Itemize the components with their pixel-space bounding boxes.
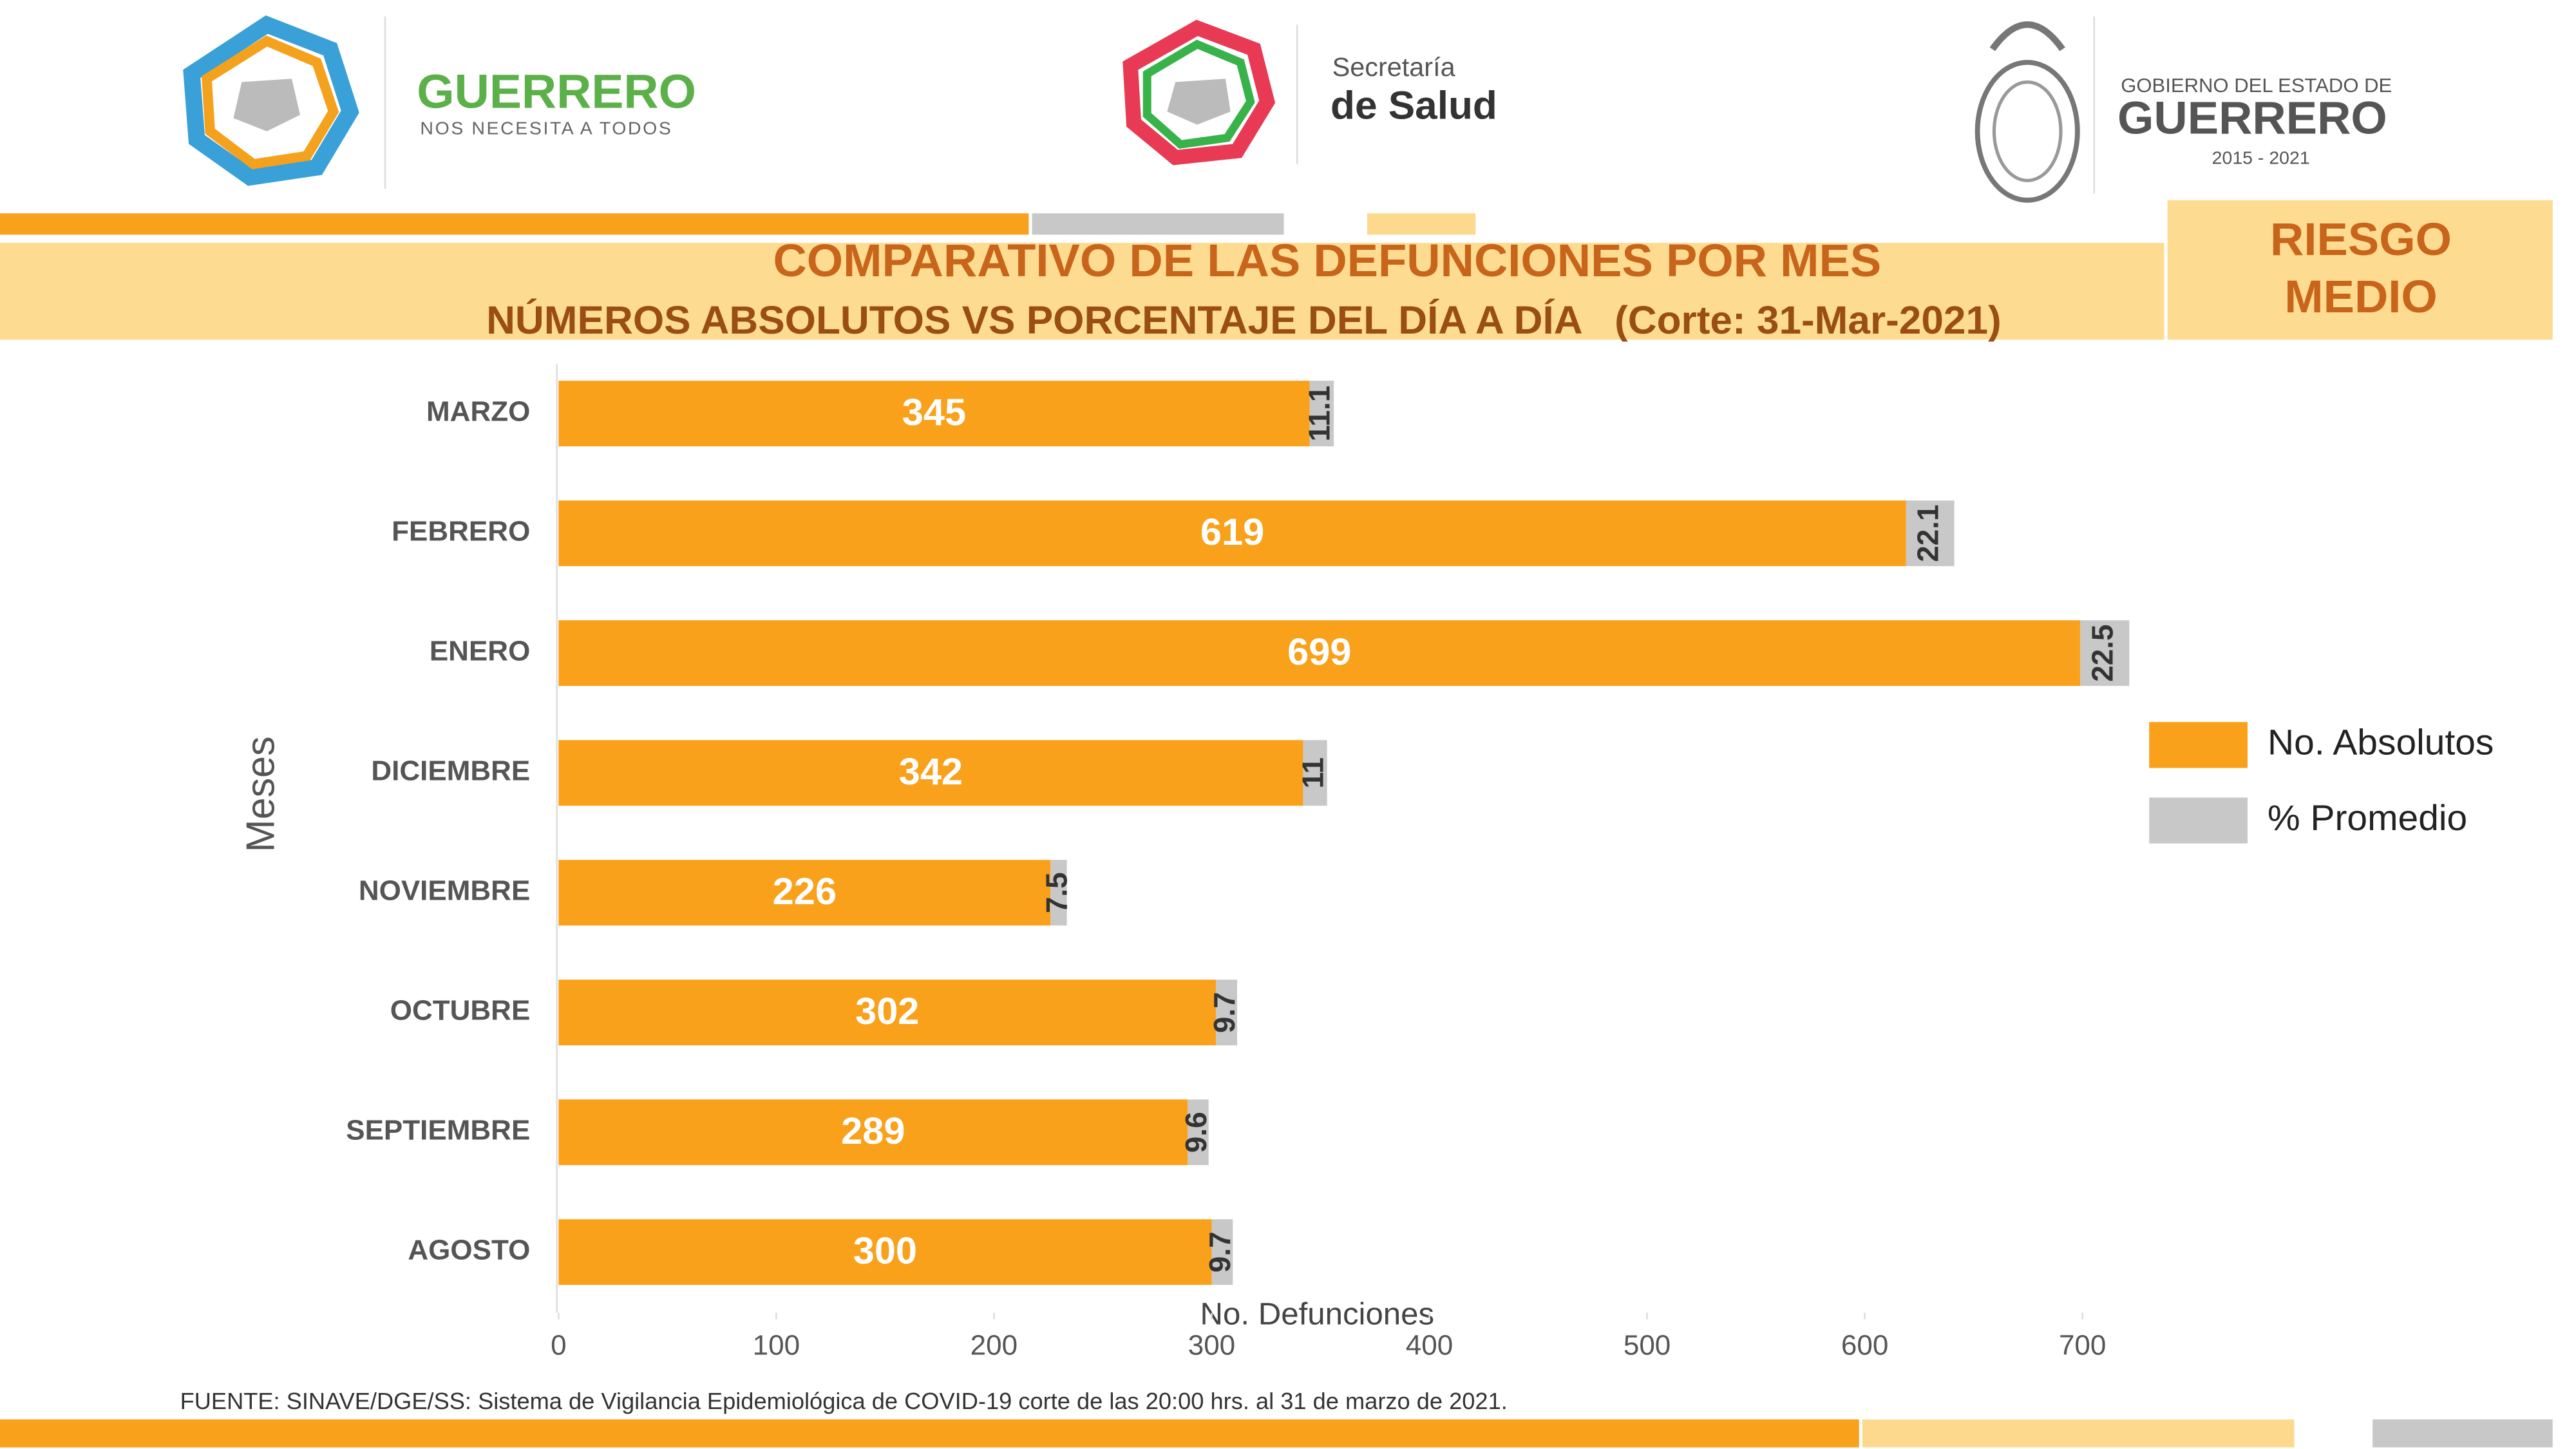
logo-title: GUERRERO	[417, 65, 696, 118]
x-tick-label: 500	[1624, 1330, 1671, 1361]
x-tick-label: 0	[551, 1330, 566, 1361]
y-tick-label: DICIEMBRE	[371, 755, 530, 787]
bar-segment	[1303, 740, 1327, 806]
bar-segment	[1188, 1099, 1209, 1166]
x-tick-label: 100	[753, 1330, 800, 1361]
data-label: 11.1	[1302, 386, 1336, 442]
data-label: 22.1	[1911, 505, 1944, 562]
chart-title: COMPARATIVO DE LAS DEFUNCIONES POR MES	[773, 236, 1881, 287]
stripe	[1367, 213, 1476, 235]
bar-segment	[1211, 1219, 1233, 1285]
data-label: 699	[1287, 631, 1351, 673]
logo-line: GOBIERNO DEL ESTADO DE	[2121, 74, 2392, 97]
logo-right: GOBIERNO DEL ESTADO DE GUERRERO 2015 - 2…	[1975, 16, 2392, 203]
data-label: 300	[853, 1230, 917, 1272]
stripe	[1032, 213, 1284, 235]
bar-segment	[558, 740, 1303, 806]
chart-subtitle: NÚMEROS ABSOLUTOS VS PORCENTAJE DEL DÍA …	[486, 299, 2002, 343]
data-label: 11	[1296, 757, 1329, 788]
data-label: 345	[902, 392, 966, 433]
bar-segment	[558, 500, 1906, 567]
logo-left: GUERRERO NOS NECESITA A TODOS	[183, 15, 696, 189]
badge-text: MEDIO	[2284, 272, 2438, 323]
bar-segment	[558, 1099, 1188, 1166]
data-label: 342	[899, 751, 963, 793]
y-axis-label: Meses	[238, 736, 283, 852]
legend-swatch	[2149, 797, 2248, 844]
data-label: 9.7	[1208, 992, 1241, 1033]
x-tick-label: 300	[1188, 1330, 1235, 1361]
bar-segment	[1309, 381, 1334, 447]
x-tick-label: 700	[2059, 1330, 2106, 1361]
bar-segment	[1216, 980, 1238, 1046]
data-label: 289	[841, 1110, 905, 1152]
y-tick-label: OCTUBRE	[390, 995, 531, 1027]
x-tick-label: 600	[1841, 1330, 1888, 1361]
legend-label: No. Absolutos	[2268, 722, 2494, 762]
bar-segment	[1906, 500, 1955, 567]
logo-line: GUERRERO	[2117, 93, 2387, 144]
bar-segment	[2080, 620, 2130, 687]
data-label: 7.5	[1039, 872, 1073, 913]
data-label: 226	[773, 871, 837, 913]
logo-line: de Salud	[1331, 84, 1497, 128]
badge-text: RIESGO	[2270, 214, 2452, 265]
logo-subtitle: NOS NECESITA A TODOS	[420, 118, 672, 138]
bar-segment	[558, 980, 1217, 1046]
y-tick-label: MARZO	[426, 396, 530, 428]
stripe	[1862, 1419, 2295, 1448]
legend-swatch	[2149, 722, 2248, 768]
y-tick-label: SEPTIEMBRE	[346, 1115, 530, 1146]
data-label: 22.5	[2085, 625, 2119, 682]
bar-segment	[558, 1219, 1212, 1285]
logo-line: Secretaría	[1332, 52, 1455, 82]
x-tick-label: 400	[1406, 1330, 1453, 1361]
data-label: 9.6	[1179, 1112, 1212, 1153]
title-banner	[0, 243, 2164, 340]
y-tick-label: ENERO	[430, 636, 530, 667]
data-label: 619	[1200, 511, 1264, 553]
bar-segment	[558, 620, 2081, 687]
bar-segment	[1050, 860, 1067, 926]
bar-segment	[558, 381, 1310, 447]
y-tick-label: AGOSTO	[408, 1235, 530, 1266]
source-note: FUENTE: SINAVE/DGE/SS: Sistema de Vigila…	[180, 1388, 1508, 1414]
logo-mid: Secretaría de Salud	[1122, 19, 1497, 166]
logo-line: 2015 - 2021	[2212, 147, 2310, 168]
stripe	[2372, 1419, 2553, 1448]
data-label: 9.7	[1203, 1231, 1236, 1273]
x-tick-label: 200	[971, 1330, 1018, 1361]
data-label: 302	[855, 990, 919, 1032]
stripe	[0, 213, 1029, 235]
legend-label: % Promedio	[2268, 797, 2467, 837]
x-axis-label: No. Defunciones	[1200, 1297, 1434, 1332]
y-tick-label: NOVIEMBRE	[359, 875, 530, 907]
bar-segment	[558, 860, 1051, 926]
y-tick-label: FEBRERO	[392, 516, 530, 547]
badge	[2167, 200, 2553, 340]
stripe	[0, 1419, 1859, 1448]
